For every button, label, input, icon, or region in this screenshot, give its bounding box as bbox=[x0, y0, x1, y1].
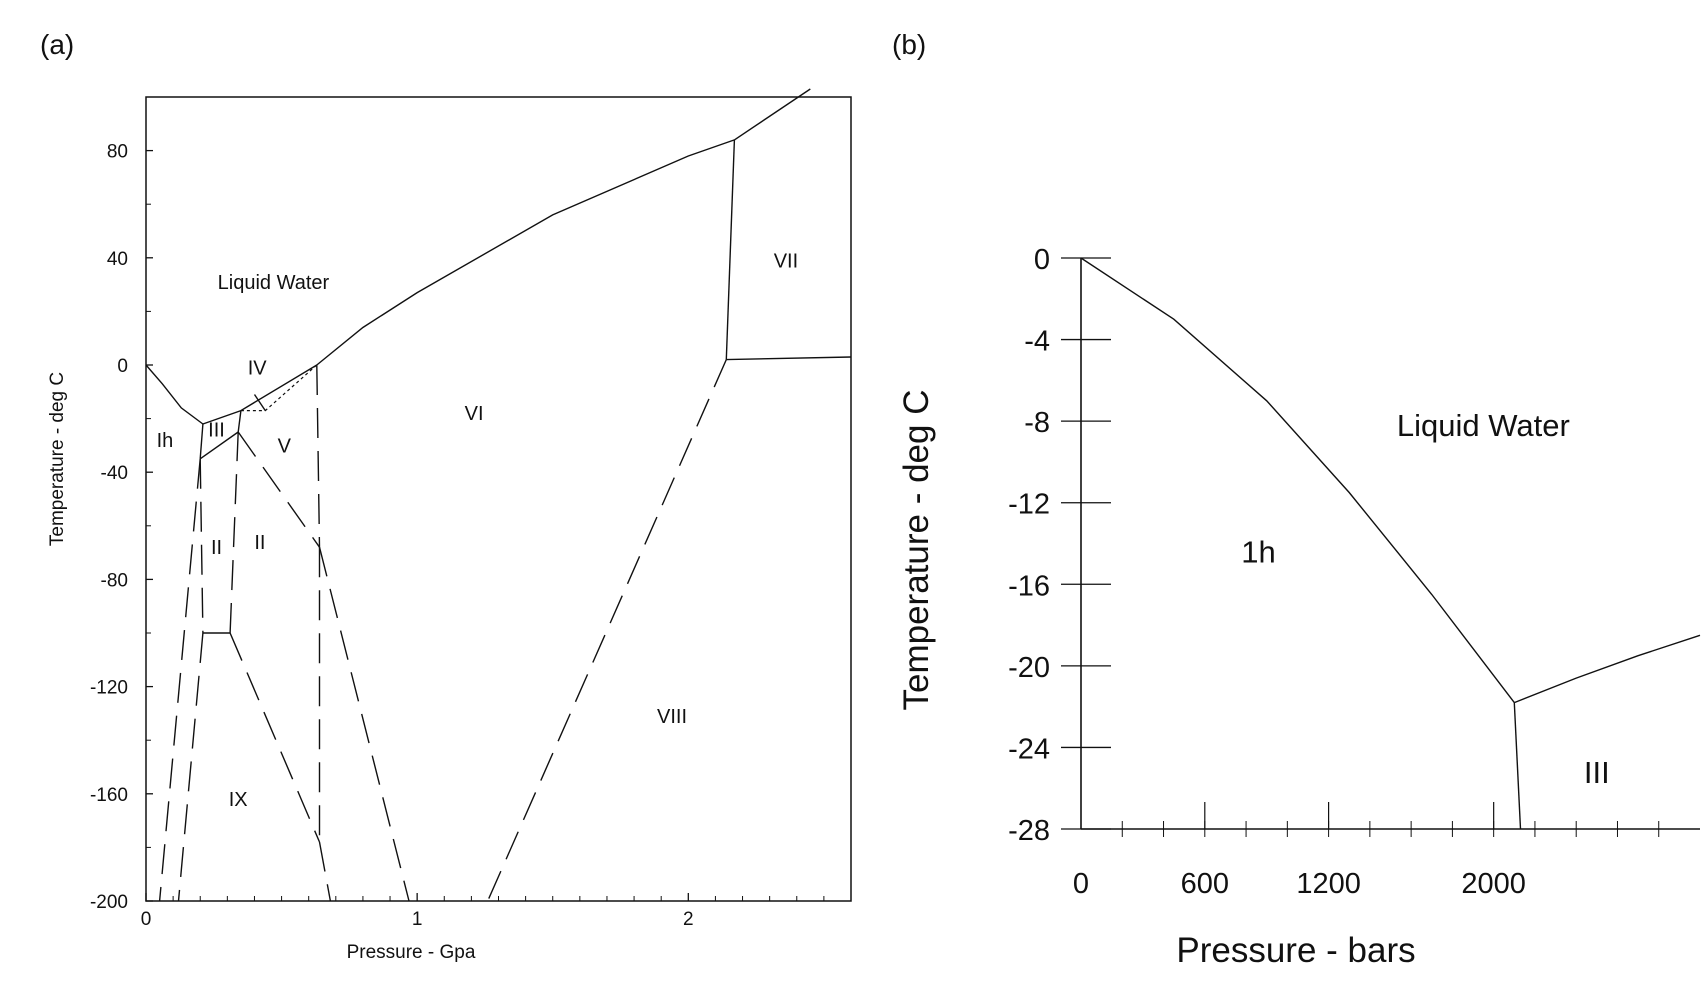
b-region-label: Liquid Water bbox=[1397, 408, 1570, 443]
panel-b-x-axis-label: Pressure - bars bbox=[1176, 931, 1415, 970]
b-x-tick-label: 2000 bbox=[1461, 868, 1526, 900]
b-x-tick-label: 1200 bbox=[1296, 868, 1361, 900]
panel-a-letter: (a) bbox=[40, 29, 74, 60]
a-region-label: IX bbox=[229, 789, 248, 811]
b-x-tick-label: 0 bbox=[1073, 868, 1089, 900]
a-x-tick-label: 2 bbox=[683, 909, 694, 930]
a-region-label: V bbox=[278, 435, 292, 457]
a-phase-boundary-dashed bbox=[318, 547, 410, 902]
a-phase-boundary-dashed bbox=[199, 458, 204, 634]
a-phase-boundary-dashed bbox=[487, 359, 727, 902]
b-y-tick-label: 0 bbox=[1034, 244, 1050, 276]
panel-b-chart: (b) 0 -4 -8 -12 -16 -20 -24 -28 0 600 1200 2000 Liq… bbox=[892, 29, 1701, 970]
b-y-tick-label: -16 bbox=[1008, 570, 1050, 602]
a-x-tick-label: 1 bbox=[412, 909, 423, 930]
a-phase-boundary-solid bbox=[734, 88, 811, 141]
panel-a-ticks: 0 1 2 80 40 0 -40 -80 -120 -160 -200 bbox=[90, 142, 825, 930]
b-x-tick-label: 600 bbox=[1181, 868, 1229, 900]
b-y-tick-label: -24 bbox=[1008, 733, 1050, 765]
a-y-tick-label: -160 bbox=[90, 785, 128, 806]
panel-b-ticks: 0 -4 -8 -12 -16 -20 -24 -28 0 600 1200 2000 bbox=[1008, 244, 1660, 900]
a-phase-boundary-dashed bbox=[318, 841, 332, 902]
a-phase-boundary-dashed bbox=[229, 632, 321, 843]
a-y-tick-label: -200 bbox=[90, 892, 128, 913]
a-phase-boundary-solid bbox=[237, 410, 242, 433]
b-phase-boundary bbox=[1080, 257, 1515, 704]
a-y-tick-label: -80 bbox=[101, 570, 128, 591]
a-phase-boundary-solid bbox=[199, 423, 204, 459]
panel-b-letter: (b) bbox=[892, 29, 926, 60]
panel-a-y-axis-label: Temperature - deg C bbox=[47, 372, 68, 546]
a-region-label: VII bbox=[774, 250, 798, 272]
b-y-tick-label: -8 bbox=[1024, 407, 1050, 439]
a-y-tick-label: -120 bbox=[90, 678, 128, 699]
b-y-tick-label: -28 bbox=[1008, 815, 1050, 847]
panel-a-region-labels: Liquid Water Ih III IV V VI VII VIII II II IX bbox=[157, 250, 799, 811]
a-y-tick-label: -40 bbox=[101, 463, 128, 484]
a-phase-boundary-solid bbox=[726, 356, 852, 361]
b-region-label: 1h bbox=[1241, 535, 1275, 570]
a-region-label: II bbox=[211, 537, 222, 559]
a-phase-boundary-solid bbox=[316, 139, 735, 366]
a-region-label: VIII bbox=[657, 706, 687, 728]
panel-b-phase-boundaries bbox=[1080, 257, 1701, 830]
a-region-label: Liquid Water bbox=[218, 272, 330, 294]
panel-a-x-axis-label: Pressure - Gpa bbox=[347, 942, 476, 963]
panel-b-y-axis-label: Temperature - deg C bbox=[897, 390, 936, 711]
panel-a-plot-frame bbox=[145, 96, 852, 902]
b-region-label: III bbox=[1584, 755, 1610, 790]
a-phase-boundary-solid bbox=[145, 364, 204, 425]
a-region-label: II bbox=[254, 532, 265, 554]
b-y-tick-label: -12 bbox=[1008, 489, 1050, 521]
a-y-tick-label: 40 bbox=[107, 249, 128, 270]
b-phase-boundary bbox=[1513, 702, 1522, 830]
a-phase-boundary-dashed bbox=[316, 364, 321, 548]
a-y-tick-label: 80 bbox=[107, 142, 128, 163]
a-phase-boundary-dashed bbox=[237, 431, 321, 548]
b-phase-boundary bbox=[1514, 634, 1701, 704]
a-region-label: VI bbox=[465, 403, 484, 425]
panel-a-chart: (a) 0 1 2 80 40 0 -40 -80 -120 -160 -200 Liquid Wa… bbox=[40, 29, 852, 963]
a-phase-boundary-solid bbox=[253, 394, 266, 411]
a-phase-boundary-solid bbox=[199, 431, 239, 460]
a-phase-boundary-solid bbox=[725, 139, 736, 360]
a-x-tick-label: 0 bbox=[141, 909, 152, 930]
a-y-tick-label: 0 bbox=[117, 356, 128, 377]
a-region-label: Ih bbox=[157, 430, 174, 452]
b-y-tick-label: -4 bbox=[1024, 326, 1050, 358]
a-phase-boundary-dashed bbox=[158, 458, 201, 902]
panel-b-region-labels: Liquid Water 1h III bbox=[1241, 408, 1610, 790]
a-phase-boundary-dashed bbox=[177, 632, 204, 902]
a-phase-boundary-dashed bbox=[229, 431, 239, 634]
a-region-label: III bbox=[208, 419, 225, 441]
panel-a-phase-boundaries bbox=[145, 88, 852, 902]
b-y-tick-label: -20 bbox=[1008, 652, 1050, 684]
a-region-label: IV bbox=[248, 358, 268, 380]
